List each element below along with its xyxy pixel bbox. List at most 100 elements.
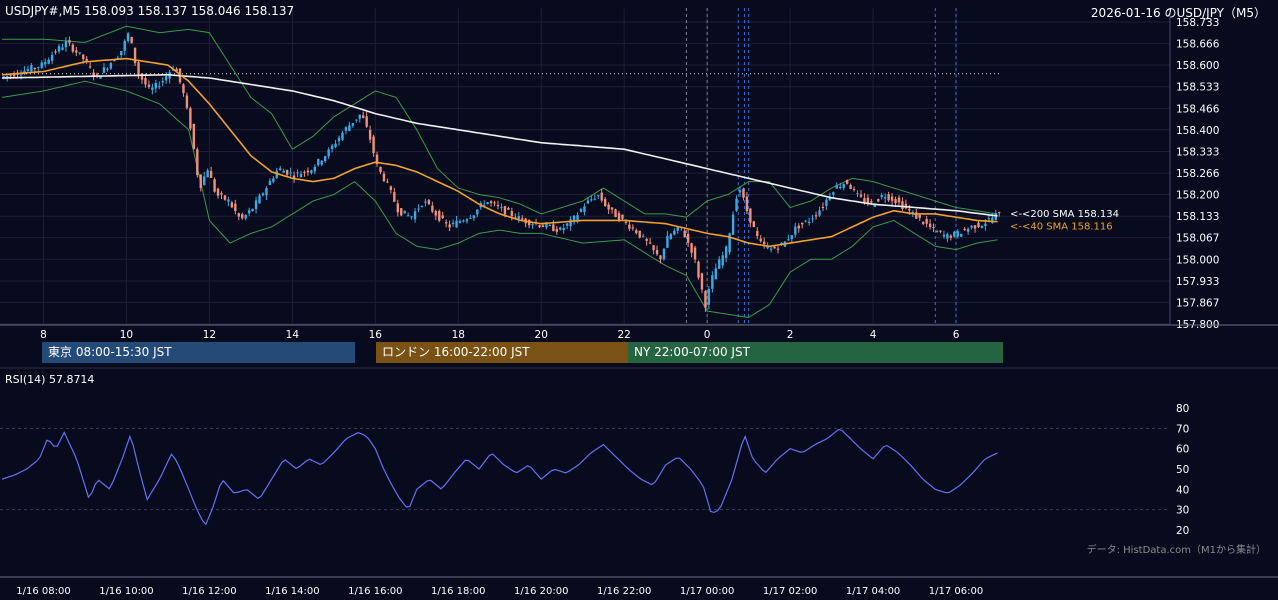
price-tick-label: 158.600 bbox=[1176, 60, 1219, 72]
candle-body bbox=[998, 211, 1001, 213]
candle-body bbox=[489, 201, 493, 203]
candle-body bbox=[223, 195, 227, 200]
candle-body bbox=[745, 196, 749, 212]
candle-body bbox=[493, 202, 496, 204]
candle-body bbox=[711, 275, 714, 289]
price-tick-label: 158.266 bbox=[1176, 168, 1220, 180]
bottom-time-label: 1/16 14:00 bbox=[265, 586, 319, 597]
candle-body bbox=[738, 189, 742, 193]
candle-body bbox=[666, 235, 669, 248]
candle-body bbox=[344, 127, 348, 131]
candle-body bbox=[503, 206, 507, 215]
candle-body bbox=[19, 74, 23, 76]
bottom-time-label: 1/16 20:00 bbox=[514, 586, 568, 597]
candle-body bbox=[368, 129, 372, 140]
candlesticks bbox=[2, 32, 1001, 312]
candle-body bbox=[158, 86, 161, 88]
candle-body bbox=[932, 227, 935, 229]
time-tick-label: 2 bbox=[787, 329, 794, 341]
candle-body bbox=[621, 214, 624, 219]
candle-body bbox=[628, 224, 631, 229]
candle-body bbox=[427, 200, 431, 205]
candle-body bbox=[444, 222, 448, 224]
candle-body bbox=[64, 41, 68, 48]
time-tick-label: 14 bbox=[286, 329, 300, 341]
candle-body bbox=[500, 206, 503, 209]
session-ny: NY 22:00-07:00 JST bbox=[628, 342, 1003, 363]
candle-body bbox=[617, 213, 621, 221]
candle-body bbox=[334, 143, 337, 148]
time-tick-label: 12 bbox=[203, 329, 216, 341]
candle-body bbox=[797, 225, 800, 229]
candle-body bbox=[306, 170, 310, 173]
candle-body bbox=[26, 69, 30, 71]
candle-body bbox=[151, 87, 154, 90]
candle-body bbox=[686, 233, 690, 243]
candle-body bbox=[756, 230, 759, 236]
candle-body bbox=[268, 180, 272, 185]
candle-body bbox=[140, 73, 144, 80]
candle-body bbox=[603, 199, 607, 207]
candle-body bbox=[890, 196, 894, 201]
candle-body bbox=[203, 176, 206, 186]
candle-body bbox=[400, 208, 403, 216]
candle-body bbox=[164, 76, 168, 81]
candle-body bbox=[835, 185, 838, 189]
candle-body bbox=[697, 261, 700, 278]
candle-body bbox=[683, 230, 686, 238]
candle-body bbox=[762, 241, 766, 245]
candle-body bbox=[960, 233, 963, 237]
candle-body bbox=[147, 84, 151, 87]
price-tick-label: 158.000 bbox=[1176, 254, 1219, 266]
candle-body bbox=[818, 210, 821, 216]
candle-body bbox=[804, 220, 807, 222]
candle-body bbox=[873, 204, 877, 207]
bottom-time-label: 1/16 16:00 bbox=[348, 586, 402, 597]
candle-body bbox=[624, 221, 628, 223]
candle-body bbox=[130, 37, 133, 44]
candle-body bbox=[175, 68, 178, 72]
time-tick-label: 8 bbox=[40, 329, 47, 341]
candle-body bbox=[448, 224, 451, 228]
candle-body bbox=[92, 72, 95, 77]
candle-body bbox=[292, 175, 296, 179]
candle-body bbox=[244, 214, 247, 219]
candle-body bbox=[832, 192, 835, 195]
candle-body bbox=[814, 215, 818, 217]
candle-body bbox=[752, 221, 756, 228]
candle-body bbox=[241, 214, 244, 219]
candle-body bbox=[790, 235, 794, 240]
candle-body bbox=[538, 225, 541, 228]
bollinger-upper bbox=[2, 25, 998, 218]
candle-body bbox=[441, 215, 444, 219]
candle-body bbox=[918, 214, 921, 218]
candle-body bbox=[839, 186, 842, 189]
candle-body bbox=[776, 248, 780, 250]
candle-body bbox=[438, 211, 441, 221]
candle-body bbox=[987, 218, 991, 220]
candle-body bbox=[801, 222, 804, 225]
candle-body bbox=[610, 207, 614, 210]
candle-body bbox=[434, 211, 438, 216]
candle-body bbox=[133, 47, 137, 64]
candle-body bbox=[690, 243, 693, 253]
candle-body bbox=[794, 226, 797, 235]
candle-body bbox=[731, 214, 735, 235]
candle-body bbox=[206, 170, 209, 178]
bottom-time-label: 1/16 18:00 bbox=[431, 586, 485, 597]
candle-body bbox=[85, 58, 88, 62]
candle-body bbox=[68, 40, 71, 43]
candle-body bbox=[970, 225, 973, 228]
candle-body bbox=[600, 192, 603, 201]
candle-body bbox=[583, 206, 586, 212]
bottom-time-label: 1/16 08:00 bbox=[16, 586, 70, 597]
candle-body bbox=[883, 197, 887, 199]
candle-body bbox=[977, 222, 980, 228]
price-tick-label: 158.666 bbox=[1176, 39, 1220, 51]
candle-body bbox=[61, 47, 64, 50]
candle-body bbox=[5, 75, 9, 78]
candle-body bbox=[631, 227, 635, 229]
candle-body bbox=[358, 114, 361, 119]
candle-body bbox=[780, 242, 783, 244]
price-tick-label: 158.733 bbox=[1176, 17, 1219, 29]
